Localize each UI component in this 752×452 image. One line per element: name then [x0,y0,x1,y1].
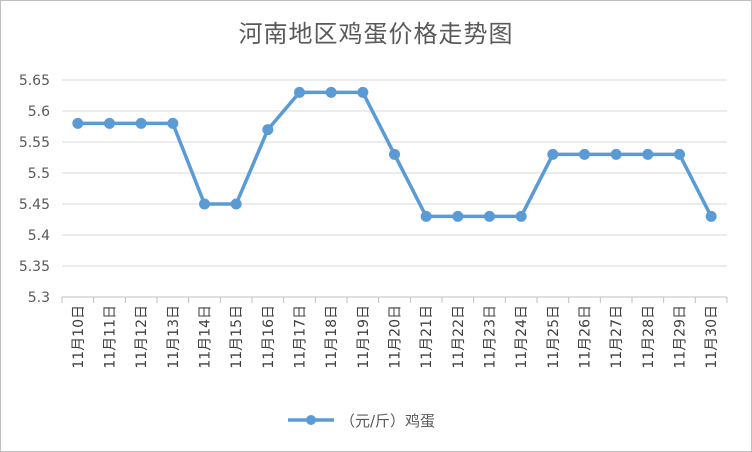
x-tick-label: 11月18日 [324,305,340,369]
x-tick-label: 11月21日 [419,305,435,369]
data-point [547,148,559,160]
data-point [420,210,432,222]
y-tick-label: 5.3 [28,290,50,306]
x-tick-label: 11月23日 [483,305,499,369]
data-point [452,210,464,222]
data-point [104,117,115,129]
x-tick-label: 11月10日 [71,305,87,369]
x-tick-label: 11月24日 [514,305,530,369]
data-point [389,148,400,160]
x-tick-label: 11月19日 [356,305,372,369]
data-point [199,198,210,210]
data-point [325,86,337,98]
y-tick-label: 5.5 [28,166,50,182]
data-point [642,148,654,160]
x-tick-label: 11月20日 [388,305,404,369]
data-point [674,148,685,160]
x-tick-label: 11月12日 [134,305,150,369]
data-point [484,210,495,222]
x-tick-label: 11月29日 [673,305,689,369]
x-tick-label: 11月11日 [103,305,119,369]
x-tick-label: 11月26日 [578,305,594,369]
x-tick-label: 11月14日 [198,305,214,369]
x-tick-label: 11月17日 [293,305,309,369]
y-tick-label: 5.45 [19,197,50,213]
data-point [72,117,84,129]
data-point [262,124,274,136]
x-tick-label: 11月13日 [166,305,182,369]
x-tick-label: 11月16日 [261,305,277,369]
data-point [705,210,717,222]
data-point [167,117,179,129]
data-point [357,86,369,98]
data-point [515,210,527,222]
x-tick-label: 11月27日 [609,305,625,369]
x-tick-label: 11月25日 [546,305,562,369]
data-point [135,117,147,129]
y-tick-label: 5.35 [19,259,50,275]
data-point [579,148,590,160]
x-tick-label: 11月22日 [451,305,467,369]
chart-title: 河南地区鸡蛋价格走势图 [238,20,514,48]
x-tick-label: 11月15日 [229,305,245,369]
data-point [294,86,305,98]
y-tick-label: 5.65 [19,73,50,89]
y-tick-label: 5.4 [28,228,50,244]
data-point [230,198,242,210]
legend-label: （元/斤）鸡蛋 [340,412,435,430]
legend-marker [306,415,316,425]
y-tick-label: 5.6 [28,104,50,120]
x-tick-label: 11月28日 [641,305,657,369]
y-tick-label: 5.55 [19,135,50,151]
x-tick-label: 11月30日 [704,305,720,369]
data-point [610,148,622,160]
